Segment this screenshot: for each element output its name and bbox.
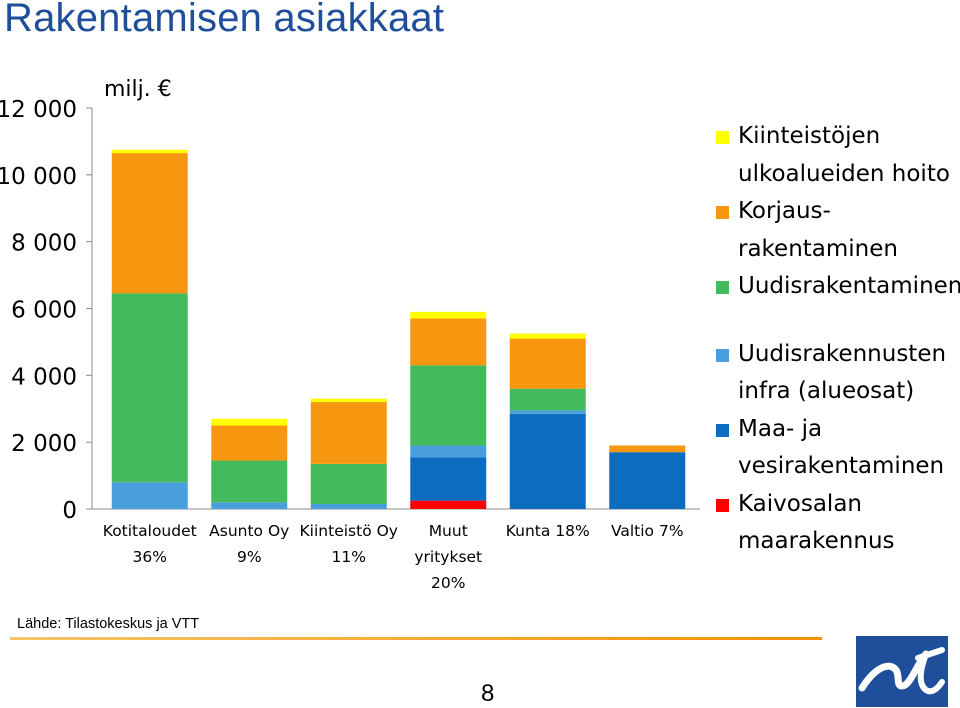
legend-swatch: [716, 131, 729, 144]
legend-item: Kiinteistöjen ulkoalueiden hoito: [716, 118, 960, 193]
bar-segment: [310, 402, 387, 464]
x-tick-label: yritykset: [414, 548, 482, 566]
page-number: 8: [481, 680, 495, 707]
y-tick-label: 8 000: [11, 231, 77, 257]
bar-segment: [509, 388, 586, 411]
bar-segment: [509, 338, 586, 389]
legend-item: Uudisrakentaminen: [716, 268, 960, 306]
legend-swatch: [716, 498, 729, 512]
y-tick-label: 4 000: [11, 364, 77, 390]
legend-group-building: Kiinteistöjen ulkoalueiden hoito Korjaus-r…: [716, 118, 960, 306]
bar-segment: [609, 445, 686, 453]
bar-segment: [410, 457, 487, 501]
legend-swatch: [716, 206, 729, 219]
x-tick-label: Kiinteistö Oy: [300, 522, 398, 540]
y-tick-label: 10 000: [0, 164, 77, 190]
bar-segment: [509, 413, 586, 509]
x-tick-label: Valtio 7%: [611, 522, 684, 540]
x-tick-label: Kotitaloudet: [103, 522, 197, 540]
bar-segment: [111, 149, 188, 154]
bar-segment: [310, 463, 387, 504]
page-title: Rakentamisen asiakkaat: [4, 0, 445, 40]
legend-label: rakentaminen: [738, 235, 898, 262]
bar-segment: [310, 503, 387, 509]
bar-segment: [609, 452, 686, 509]
bar-segment: [310, 398, 387, 403]
legend-item: Maa- ja vesirakentaminen: [716, 411, 960, 486]
legend-label: Uudisrakennusten: [738, 340, 947, 367]
y-tick-label: 6 000: [11, 298, 77, 324]
legend-swatch: [716, 423, 729, 437]
x-tick-label: 36%: [133, 548, 167, 566]
legend-item: Uudisrakennusten infra (alueosat): [716, 336, 960, 411]
x-tick-label: Muut: [429, 522, 468, 540]
y-tick-label: 12 000: [0, 97, 77, 123]
legend-label: Kaivosalan: [738, 490, 862, 517]
x-tick-label: Kunta 18%: [506, 522, 590, 540]
legend-label: ulkoalueiden hoito: [738, 160, 950, 187]
legend-label: infra (alueosat): [738, 378, 915, 404]
bar-segment: [410, 500, 487, 509]
footer-divider: [10, 637, 822, 640]
bar-segment: [111, 153, 188, 294]
unit-label: milj. €: [104, 77, 172, 102]
bar-segment: [211, 425, 288, 461]
x-tick-label: 9%: [237, 548, 262, 566]
bar-segment: [410, 445, 487, 458]
legend-item: Kaivosalan maarakennus: [716, 486, 960, 561]
bar-segment: [211, 418, 288, 426]
legend-label: vesirakentaminen: [738, 453, 945, 479]
source-note: Lähde: Tilastokeskus ja VTT: [17, 616, 200, 632]
bar-segment: [410, 318, 487, 366]
x-tick-label: Asunto Oy: [209, 522, 289, 540]
x-tick-label: 11%: [332, 548, 366, 566]
legend-label: Uudisrakentaminen: [738, 273, 960, 299]
legend-label: maarakennus: [738, 528, 895, 554]
bar-segment: [410, 365, 487, 446]
stacked-bar-chart: 0 2 000 4 000 6 000 8 000 10 000 12 000 milj. €…: [0, 77, 700, 592]
x-tick-label: 20%: [431, 574, 465, 592]
bar-segment: [509, 410, 586, 414]
bar-segment: [111, 482, 188, 509]
legend-group-infra: Uudisrakennusten infra (alueosat) Maa- ja v…: [716, 336, 960, 561]
bar-segment: [509, 333, 586, 339]
legend-swatch: [716, 348, 729, 362]
legend-label: Kiinteistöjen: [738, 123, 881, 149]
chart-legend: Kiinteistöjen ulkoalueiden hoito Korjaus-r…: [716, 118, 960, 561]
legend-item: Korjaus-rakentaminen: [716, 193, 960, 268]
vtt-logo-icon: [856, 636, 948, 707]
legend-label: Korjaus-: [738, 198, 831, 224]
y-tick-label: 2 000: [11, 431, 77, 457]
bar-segment: [410, 311, 487, 319]
bar-segment: [211, 502, 288, 509]
bar-segment: [111, 293, 188, 483]
legend-swatch: [716, 281, 729, 294]
bar-segment: [211, 460, 288, 503]
y-tick-label: 0: [62, 498, 77, 524]
legend-label: Maa- ja: [738, 415, 823, 442]
